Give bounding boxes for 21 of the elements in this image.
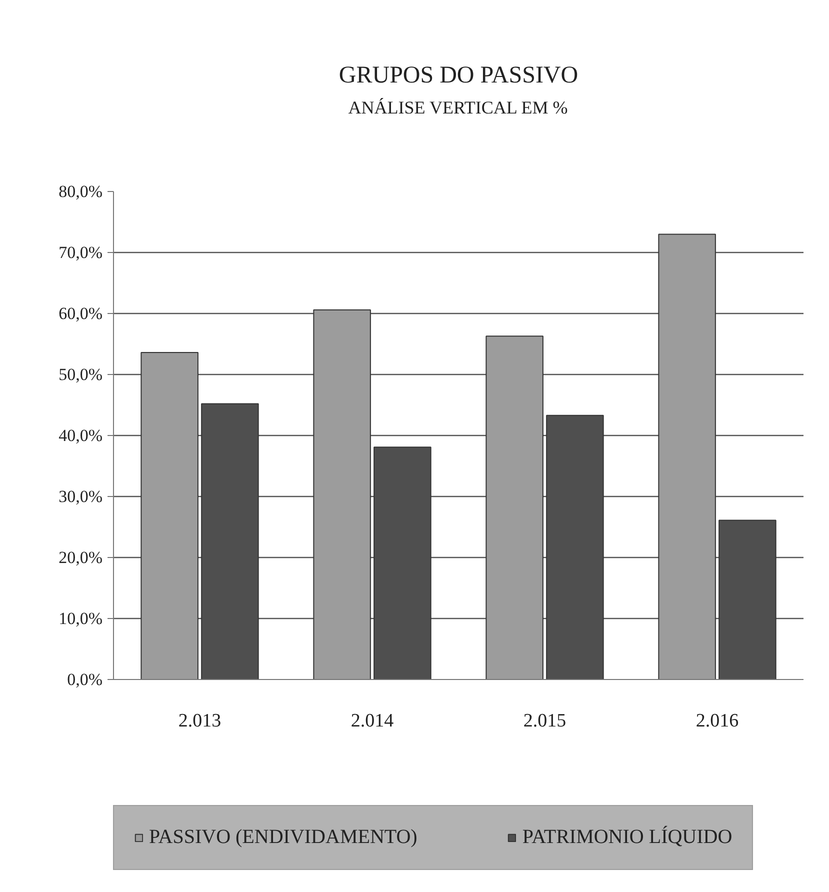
chart-title: GRUPOS DO PASSIVO [338, 62, 578, 88]
y-tick-label: 40,0% [58, 426, 103, 445]
x-tick-label: 2.016 [696, 710, 739, 732]
y-tick-label: 60,0% [58, 304, 103, 323]
y-tick-label: 0,0% [67, 670, 103, 689]
legend-label: PASSIVO (ENDIVIDAMENTO) [149, 826, 418, 849]
y-tick-label: 30,0% [58, 487, 103, 506]
x-tick-label: 2.013 [178, 710, 222, 732]
bar [313, 309, 371, 680]
x-tick-label: 2.015 [523, 710, 566, 732]
bar [658, 234, 716, 680]
y-tick-label: 80,0% [58, 182, 103, 201]
y-tick-label: 50,0% [58, 365, 103, 384]
y-tick-label: 10,0% [58, 609, 103, 628]
chart-subtitle: ANÁLISE VERTICAL EM % [348, 98, 568, 118]
bar [140, 352, 198, 680]
bar [486, 336, 544, 680]
y-tick-label: 20,0% [58, 548, 103, 567]
legend-label: PATRIMONIO LÍQUIDO [522, 826, 732, 849]
y-tick-label: 70,0% [58, 243, 103, 262]
x-tick-label: 2.014 [350, 710, 394, 732]
